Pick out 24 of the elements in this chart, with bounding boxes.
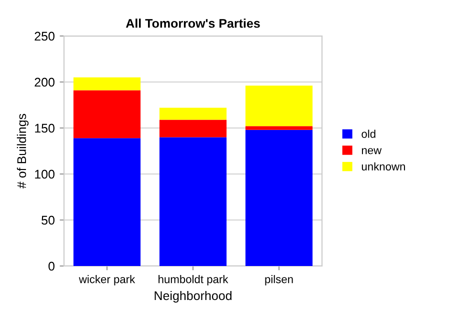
bar xyxy=(159,108,227,120)
x-tick-label: humboldt park xyxy=(158,275,228,286)
bar xyxy=(73,138,141,266)
x-tick-label: pilsen xyxy=(265,275,293,286)
legend-label: new xyxy=(362,148,382,154)
y-tick-label: 0 xyxy=(48,262,54,271)
bar xyxy=(159,137,227,266)
chart-title: All Tomorrow's Parties xyxy=(126,18,260,28)
y-tick-label: 250 xyxy=(34,32,54,41)
y-tick-label: 150 xyxy=(35,124,54,133)
bar xyxy=(245,126,313,130)
y-tick-label: 100 xyxy=(35,170,54,179)
bar xyxy=(73,77,141,90)
bar xyxy=(73,90,141,138)
legend-label: old xyxy=(362,130,376,138)
bar xyxy=(245,86,313,126)
x-axis-title: Neighborhood xyxy=(154,290,232,303)
y-axis-title: # of Buildings xyxy=(16,114,29,188)
y-tick-label: 50 xyxy=(42,216,54,225)
bar xyxy=(159,120,227,138)
x-tick-label: wicker park xyxy=(78,275,136,286)
legend-label: unknown xyxy=(362,162,405,170)
bar xyxy=(245,130,313,266)
y-tick-label: 200 xyxy=(34,78,54,87)
